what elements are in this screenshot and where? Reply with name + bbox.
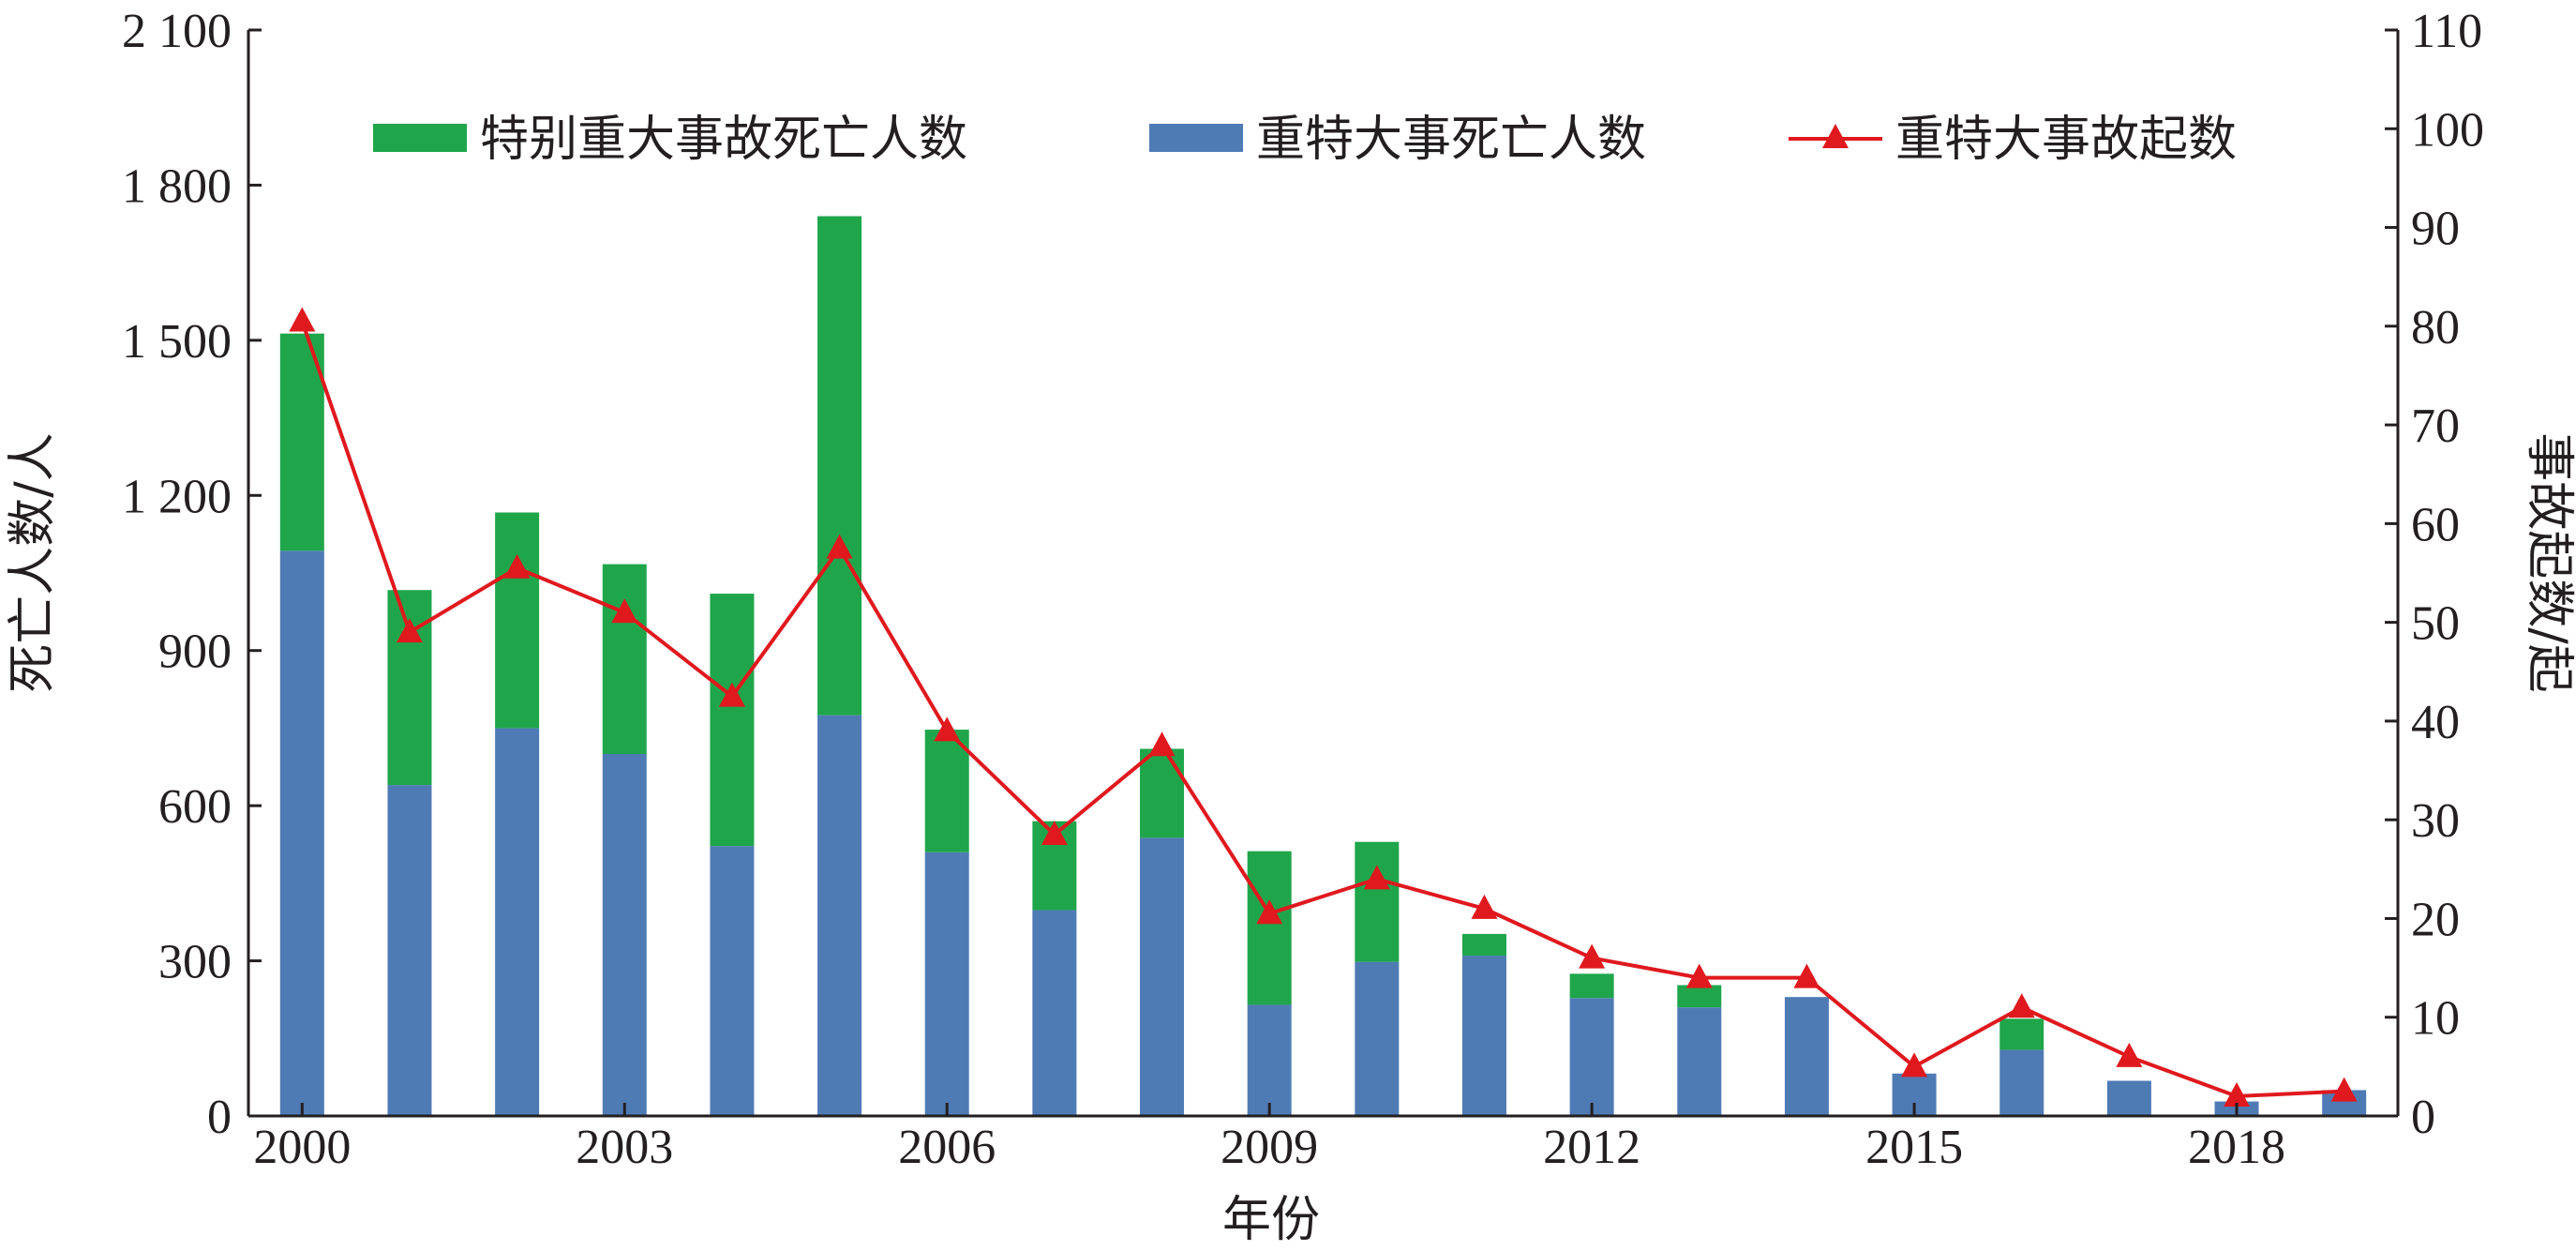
marker-2019-accident-count bbox=[2330, 1077, 2358, 1102]
marker-2012-accident-count bbox=[1579, 943, 1606, 969]
legend-swatch-blue bbox=[1149, 124, 1243, 152]
y-left-tick-label: 900 bbox=[158, 626, 232, 679]
legend-label-green: 特别重大事故死亡人数 bbox=[480, 112, 967, 168]
y-right-tick-label: 50 bbox=[2411, 597, 2460, 651]
x-tick-label: 2009 bbox=[1221, 1121, 1318, 1174]
bar-2000-major-deaths bbox=[279, 550, 324, 1116]
bar-2000-extra-major-deaths bbox=[279, 333, 324, 551]
marker-2014-accident-count bbox=[1793, 963, 1820, 988]
y-right-tick-label: 20 bbox=[2411, 893, 2460, 946]
bar-2012-extra-major-deaths bbox=[1569, 973, 1614, 999]
marker-2005-accident-count bbox=[826, 534, 853, 559]
x-tick-label: 2000 bbox=[253, 1121, 351, 1174]
y-right-tick-label: 70 bbox=[2411, 399, 2460, 453]
y-right-tick-label: 80 bbox=[2411, 301, 2460, 354]
bar-2009-major-deaths bbox=[1247, 1004, 1292, 1116]
marker-2010-accident-count bbox=[1363, 865, 1390, 890]
bar-2010-extra-major-deaths bbox=[1355, 841, 1400, 962]
y-left-tick-label: 1 500 bbox=[122, 315, 232, 369]
y-right-tick-label: 0 bbox=[2411, 1091, 2435, 1144]
marker-2016-accident-count bbox=[2008, 993, 2035, 1018]
y-left-tick-label: 300 bbox=[158, 936, 232, 989]
marker-2013-accident-count bbox=[1685, 963, 1713, 988]
y-left-tick-label: 0 bbox=[207, 1091, 232, 1144]
ticks-layer: 0 300 600 900 1 200 1 500 1 800 2 100 0 10 20 30 40 5… bbox=[122, 5, 2484, 1174]
bar-2009-extra-major-deaths bbox=[1247, 851, 1292, 1005]
bar-2014-major-deaths bbox=[1784, 997, 1829, 1116]
line-accident-count bbox=[300, 320, 2344, 1098]
y-left-tick-label: 1 800 bbox=[122, 159, 232, 213]
marker-2015-accident-count bbox=[1901, 1052, 1928, 1078]
bar-2003-extra-major-deaths bbox=[602, 564, 647, 754]
bar-2003-major-deaths bbox=[602, 754, 647, 1116]
x-tick-label: 2018 bbox=[2188, 1121, 2285, 1174]
marker-2000-accident-count bbox=[289, 307, 316, 332]
line-series-layer bbox=[289, 307, 2358, 1107]
marker-2008-accident-count bbox=[1148, 731, 1176, 757]
bar-2010-major-deaths bbox=[1355, 961, 1400, 1116]
y-axis-right-title: 事故起数/起 bbox=[2521, 432, 2576, 693]
bar-2008-extra-major-deaths bbox=[1140, 748, 1185, 838]
y-right-tick-label: 100 bbox=[2411, 103, 2484, 157]
bar-2012-major-deaths bbox=[1569, 998, 1614, 1116]
bar-2013-extra-major-deaths bbox=[1677, 985, 1722, 1008]
marker-2009-accident-count bbox=[1256, 899, 1283, 925]
x-tick-label: 2012 bbox=[1543, 1121, 1640, 1174]
legend-swatch-green bbox=[373, 124, 467, 152]
y-left-tick-label: 2 100 bbox=[122, 5, 232, 58]
bar-2005-extra-major-deaths bbox=[817, 216, 862, 716]
bars-layer bbox=[279, 216, 2367, 1116]
marker-2007-accident-count bbox=[1041, 820, 1068, 845]
marker-2018-accident-count bbox=[2224, 1081, 2251, 1107]
x-tick-label: 2015 bbox=[1865, 1121, 1963, 1174]
axes-layer bbox=[247, 30, 2400, 1118]
y-right-tick-label: 10 bbox=[2411, 992, 2460, 1046]
legend: 特别重大事故死亡人数 重特大事死亡人数 重特大事故起数 bbox=[373, 112, 2237, 168]
y-left-tick-label: 600 bbox=[158, 780, 232, 834]
legend-label-blue: 重特大事死亡人数 bbox=[1256, 112, 1646, 168]
bar-2013-major-deaths bbox=[1677, 1007, 1722, 1116]
y-right-tick-label: 60 bbox=[2411, 498, 2460, 551]
marker-2017-accident-count bbox=[2116, 1042, 2143, 1067]
marker-2003-accident-count bbox=[611, 598, 638, 624]
bar-2007-major-deaths bbox=[1032, 910, 1077, 1116]
bar-2006-extra-major-deaths bbox=[924, 730, 969, 852]
legend-marker-triangle-icon bbox=[1822, 124, 1849, 148]
bar-2017-major-deaths bbox=[2106, 1080, 2151, 1116]
y-left-tick-label: 1 200 bbox=[122, 470, 232, 523]
y-right-tick-label: 40 bbox=[2411, 696, 2460, 749]
bar-2004-extra-major-deaths bbox=[710, 594, 755, 847]
x-axis-title: 年份 bbox=[1222, 1192, 1320, 1248]
marker-2004-accident-count bbox=[718, 682, 745, 707]
bar-2016-major-deaths bbox=[1999, 1049, 2044, 1116]
marker-2002-accident-count bbox=[503, 553, 531, 579]
bar-2008-major-deaths bbox=[1140, 837, 1185, 1116]
y-right-tick-label: 30 bbox=[2411, 794, 2460, 848]
bar-2002-extra-major-deaths bbox=[495, 512, 540, 729]
marker-2011-accident-count bbox=[1471, 894, 1498, 919]
y-right-tick-label: 110 bbox=[2411, 5, 2482, 58]
bar-2001-major-deaths bbox=[387, 785, 432, 1116]
bar-2016-extra-major-deaths bbox=[1999, 1018, 2044, 1050]
bar-2006-major-deaths bbox=[924, 852, 969, 1116]
y-axis-left-title: 死亡人数/人 bbox=[5, 432, 61, 693]
bar-2004-major-deaths bbox=[710, 846, 755, 1116]
marker-2001-accident-count bbox=[396, 618, 423, 643]
bar-2005-major-deaths bbox=[817, 715, 862, 1116]
marker-2006-accident-count bbox=[934, 716, 961, 742]
legend-label-red: 重特大事故起数 bbox=[1895, 112, 2237, 168]
bar-2011-extra-major-deaths bbox=[1461, 933, 1506, 957]
y-right-tick-label: 90 bbox=[2411, 203, 2460, 256]
bar-2011-major-deaths bbox=[1461, 956, 1506, 1116]
x-tick-label: 2003 bbox=[576, 1121, 673, 1174]
bar-2002-major-deaths bbox=[495, 728, 540, 1116]
x-tick-label: 2006 bbox=[898, 1121, 996, 1174]
